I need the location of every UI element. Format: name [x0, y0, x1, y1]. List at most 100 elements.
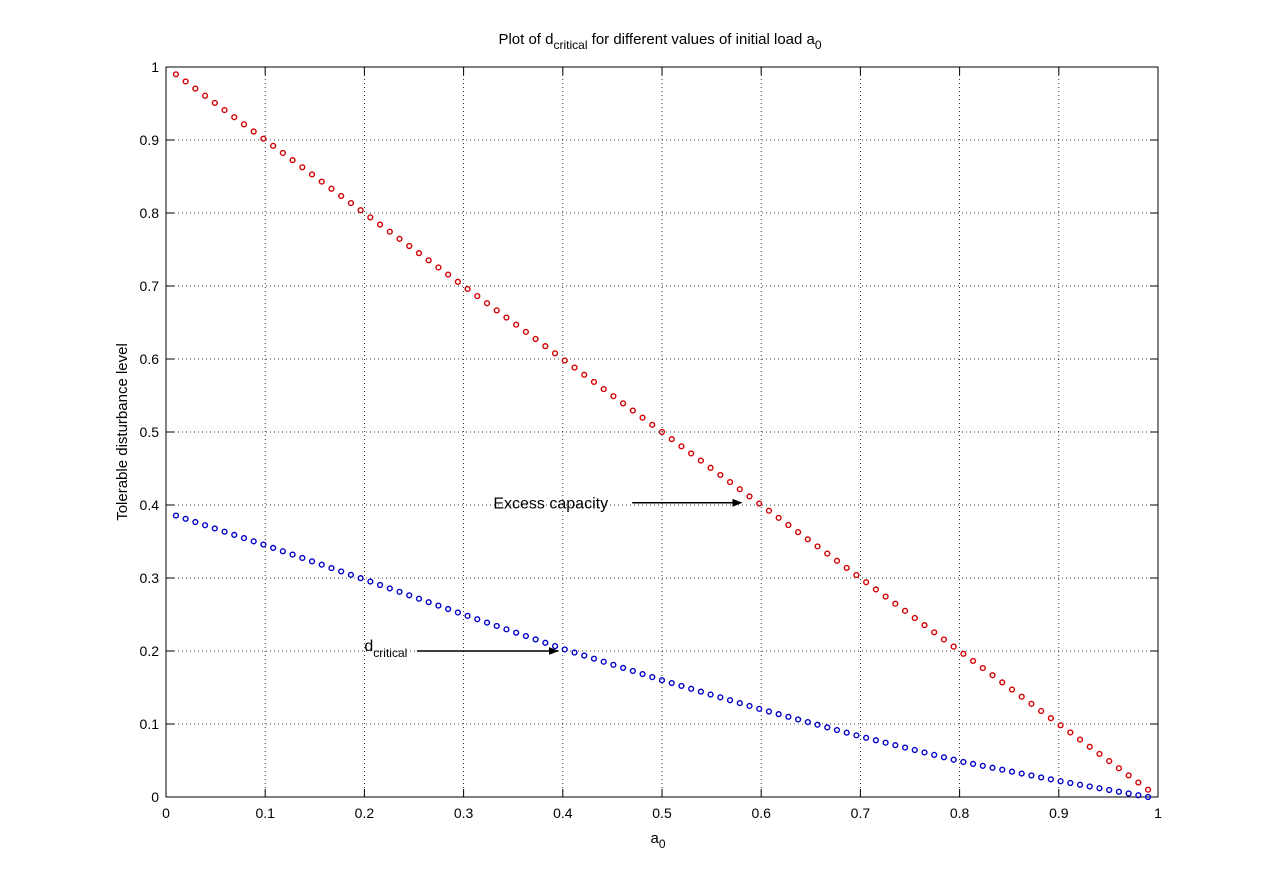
data-point	[1106, 786, 1113, 794]
data-point	[600, 658, 607, 665]
data-point	[474, 616, 481, 623]
data-point	[415, 595, 423, 602]
data-point	[581, 652, 588, 659]
data-point	[999, 766, 1006, 773]
data-point	[425, 599, 432, 606]
data-point	[172, 71, 180, 78]
data-point	[231, 531, 238, 539]
y-tick-label: 0.7	[140, 278, 160, 294]
data-point	[493, 622, 500, 630]
series-blue	[172, 512, 1152, 801]
data-point	[260, 541, 267, 548]
data-point	[240, 121, 248, 128]
data-point	[503, 314, 510, 321]
data-point	[872, 586, 879, 593]
data-point	[308, 171, 316, 178]
data-point	[299, 164, 306, 171]
data-point	[1047, 715, 1054, 722]
data-point	[833, 726, 841, 734]
data-point	[911, 614, 918, 622]
data-point	[454, 609, 461, 616]
data-point	[211, 99, 218, 107]
data-point	[308, 558, 316, 565]
data-point	[561, 357, 568, 364]
data-point	[872, 737, 879, 744]
data-point	[289, 157, 296, 164]
x-tick-label: 0.7	[851, 805, 871, 821]
data-point	[911, 746, 918, 754]
data-point	[1115, 788, 1123, 795]
data-point	[221, 528, 228, 535]
data-point	[1096, 750, 1103, 758]
data-point	[1076, 736, 1084, 743]
data-point	[299, 554, 306, 562]
data-point	[1076, 781, 1084, 788]
data-point	[940, 754, 948, 761]
y-tick-label: 0	[151, 789, 159, 805]
data-point	[347, 199, 355, 207]
x-tick-label: 0.9	[1049, 805, 1069, 821]
data-point	[610, 393, 617, 400]
data-point	[318, 178, 325, 185]
data-point	[794, 716, 802, 723]
x-tick-label: 0.6	[751, 805, 771, 821]
data-point	[814, 543, 821, 550]
data-point	[561, 646, 568, 653]
data-point	[775, 514, 782, 521]
data-point	[338, 192, 345, 200]
data-point	[532, 636, 539, 643]
data-point	[367, 578, 374, 585]
plot-frame	[165, 66, 1159, 798]
data-point	[270, 544, 277, 551]
data-point	[415, 250, 423, 257]
data-point	[221, 106, 228, 114]
grid	[166, 67, 1158, 797]
data-point	[1125, 772, 1132, 779]
x-axis-label: a0	[650, 830, 665, 851]
data-point	[882, 593, 889, 600]
data-point	[376, 221, 384, 228]
data-point	[960, 758, 967, 766]
data-point	[357, 207, 364, 214]
data-point	[1038, 774, 1045, 781]
x-tick-label: 0	[162, 805, 170, 821]
data-point	[289, 551, 296, 558]
data-point	[445, 605, 452, 613]
y-axis-label: Tolerable disturbance level	[114, 343, 131, 521]
data-point	[863, 579, 870, 586]
data-point	[824, 724, 831, 731]
data-point	[726, 478, 734, 486]
data-point	[581, 371, 588, 378]
data-point	[425, 257, 432, 264]
data-point	[853, 732, 860, 739]
data-point	[201, 522, 209, 529]
data-point	[1057, 778, 1064, 785]
data-point	[367, 214, 374, 221]
data-point	[445, 271, 452, 278]
data-point	[1038, 707, 1045, 715]
data-point	[921, 749, 928, 756]
data-point	[901, 744, 909, 751]
y-tick-label: 1	[151, 59, 159, 75]
data-point	[250, 128, 257, 135]
data-point	[483, 300, 491, 307]
data-point	[969, 657, 977, 665]
y-tick-label: 0.9	[140, 132, 160, 148]
data-point	[746, 493, 753, 500]
data-point	[707, 464, 714, 471]
data-point	[386, 228, 393, 235]
data-point	[376, 581, 384, 589]
data-point	[542, 639, 549, 646]
x-tick-label: 0.8	[950, 805, 970, 821]
data-point	[853, 571, 860, 579]
data-point	[1135, 779, 1142, 786]
data-point	[746, 702, 753, 710]
data-point	[192, 518, 199, 526]
data-point	[192, 85, 199, 92]
data-point	[396, 235, 403, 242]
x-tick-label: 1	[1154, 805, 1162, 821]
data-point	[794, 529, 802, 536]
data-point	[279, 149, 286, 157]
data-point	[551, 350, 559, 357]
data-point	[1096, 785, 1103, 792]
